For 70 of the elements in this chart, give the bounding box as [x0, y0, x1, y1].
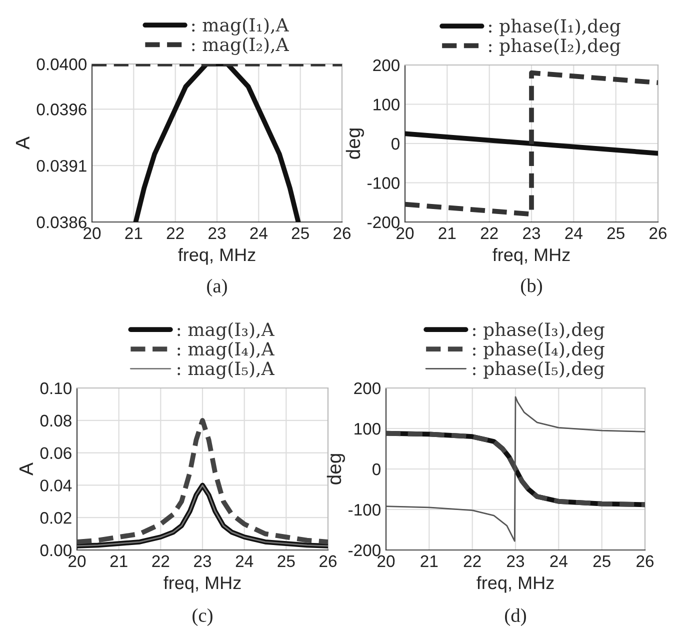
x-tick-label: 20	[396, 227, 414, 240]
legend-label: : phase(I₂),deg	[489, 38, 620, 56]
y-tick-label: 200	[354, 382, 380, 394]
x-axis-title: freq, MHz	[476, 576, 554, 593]
x-tick-label: 26	[320, 555, 337, 568]
y-tick-label: 0.0396	[36, 104, 86, 116]
y-tick-label: 0.04	[40, 480, 72, 492]
x-tick-label: 21	[125, 227, 142, 239]
y-tick-label: 0	[372, 463, 380, 476]
x-tick-label: 22	[464, 555, 481, 567]
x-tick-label: 25	[278, 555, 295, 568]
text: (c)	[192, 608, 212, 626]
x-axis-title: freq, MHz	[178, 248, 256, 265]
text: (b)	[521, 278, 542, 296]
y-tick-label: -200	[368, 216, 400, 228]
y-tick-label: 0.02	[40, 512, 72, 524]
y-tick-label: 0.00	[40, 544, 72, 556]
x-tick-label: 23	[194, 555, 212, 568]
x-tick-label: 23	[507, 555, 524, 568]
legend-label: : mag(I₁),A	[192, 18, 289, 36]
y-axis-title: deg	[326, 454, 346, 484]
y-tick-label: 100	[354, 422, 380, 435]
y-tick-label: 0.0386	[36, 216, 86, 228]
x-tick-label: 21	[110, 555, 128, 567]
y-axis-title: A	[16, 136, 30, 150]
x-tick-label: 22	[480, 227, 498, 239]
legend-label: : mag(I₅),A	[178, 361, 274, 379]
x-tick-label: 24	[236, 555, 254, 567]
x-tick-label: 21	[438, 227, 456, 239]
y-tick-label: 0.08	[40, 414, 72, 427]
x-tick-label: 20	[68, 555, 86, 568]
x-tick-label: 22	[166, 227, 184, 239]
y-tick-label: -100	[348, 504, 380, 516]
legend-label: : phase(I₅),deg	[473, 361, 604, 379]
y-tick-label: 0.0400	[36, 58, 86, 70]
legend-label: : phase(I₁),deg	[489, 18, 620, 36]
x-axis-title: freq, MHz	[164, 576, 241, 593]
x-tick-label: 24	[550, 555, 568, 567]
y-axis-title: A	[20, 462, 33, 476]
x-tick-label: 21	[420, 555, 438, 567]
legend-label: : phase(I₃),deg	[473, 322, 604, 340]
x-tick-label: 26	[636, 555, 654, 568]
y-tick-label: 0.06	[40, 447, 72, 460]
y-tick-label: 0	[392, 138, 400, 150]
x-tick-label: 26	[334, 227, 351, 240]
x-tick-label: 25	[607, 227, 624, 240]
x-tick-label: 23	[523, 227, 540, 240]
y-axis-title: deg	[346, 128, 364, 159]
y-tick-label: 100	[374, 98, 400, 110]
x-tick-label: 26	[650, 227, 667, 240]
legend-label: : mag(I₃),A	[178, 322, 274, 340]
text: (d)	[505, 608, 526, 626]
x-tick-label: 20	[84, 227, 101, 240]
y-tick-label: 0.0391	[36, 160, 86, 172]
x-tick-label: 24	[250, 227, 268, 239]
legend-label: : mag(I₂),A	[192, 37, 289, 55]
y-tick-label: 0.10	[40, 382, 72, 394]
x-tick-label: 24	[565, 227, 582, 239]
legend-label: : mag(I₄),A	[178, 342, 274, 360]
x-tick-label: 20	[378, 555, 395, 568]
y-tick-label: -200	[348, 544, 380, 556]
x-tick-label: 25	[593, 555, 610, 568]
x-tick-label: 25	[292, 227, 309, 240]
x-tick-label: 23	[208, 227, 226, 240]
text: (a)	[207, 278, 227, 297]
x-tick-label: 22	[152, 555, 170, 567]
x-axis-title: freq, MHz	[492, 248, 570, 265]
y-tick-label: -100	[368, 177, 400, 189]
y-tick-label: 200	[373, 59, 400, 72]
legend-label: : phase(I₄),deg	[473, 342, 604, 360]
